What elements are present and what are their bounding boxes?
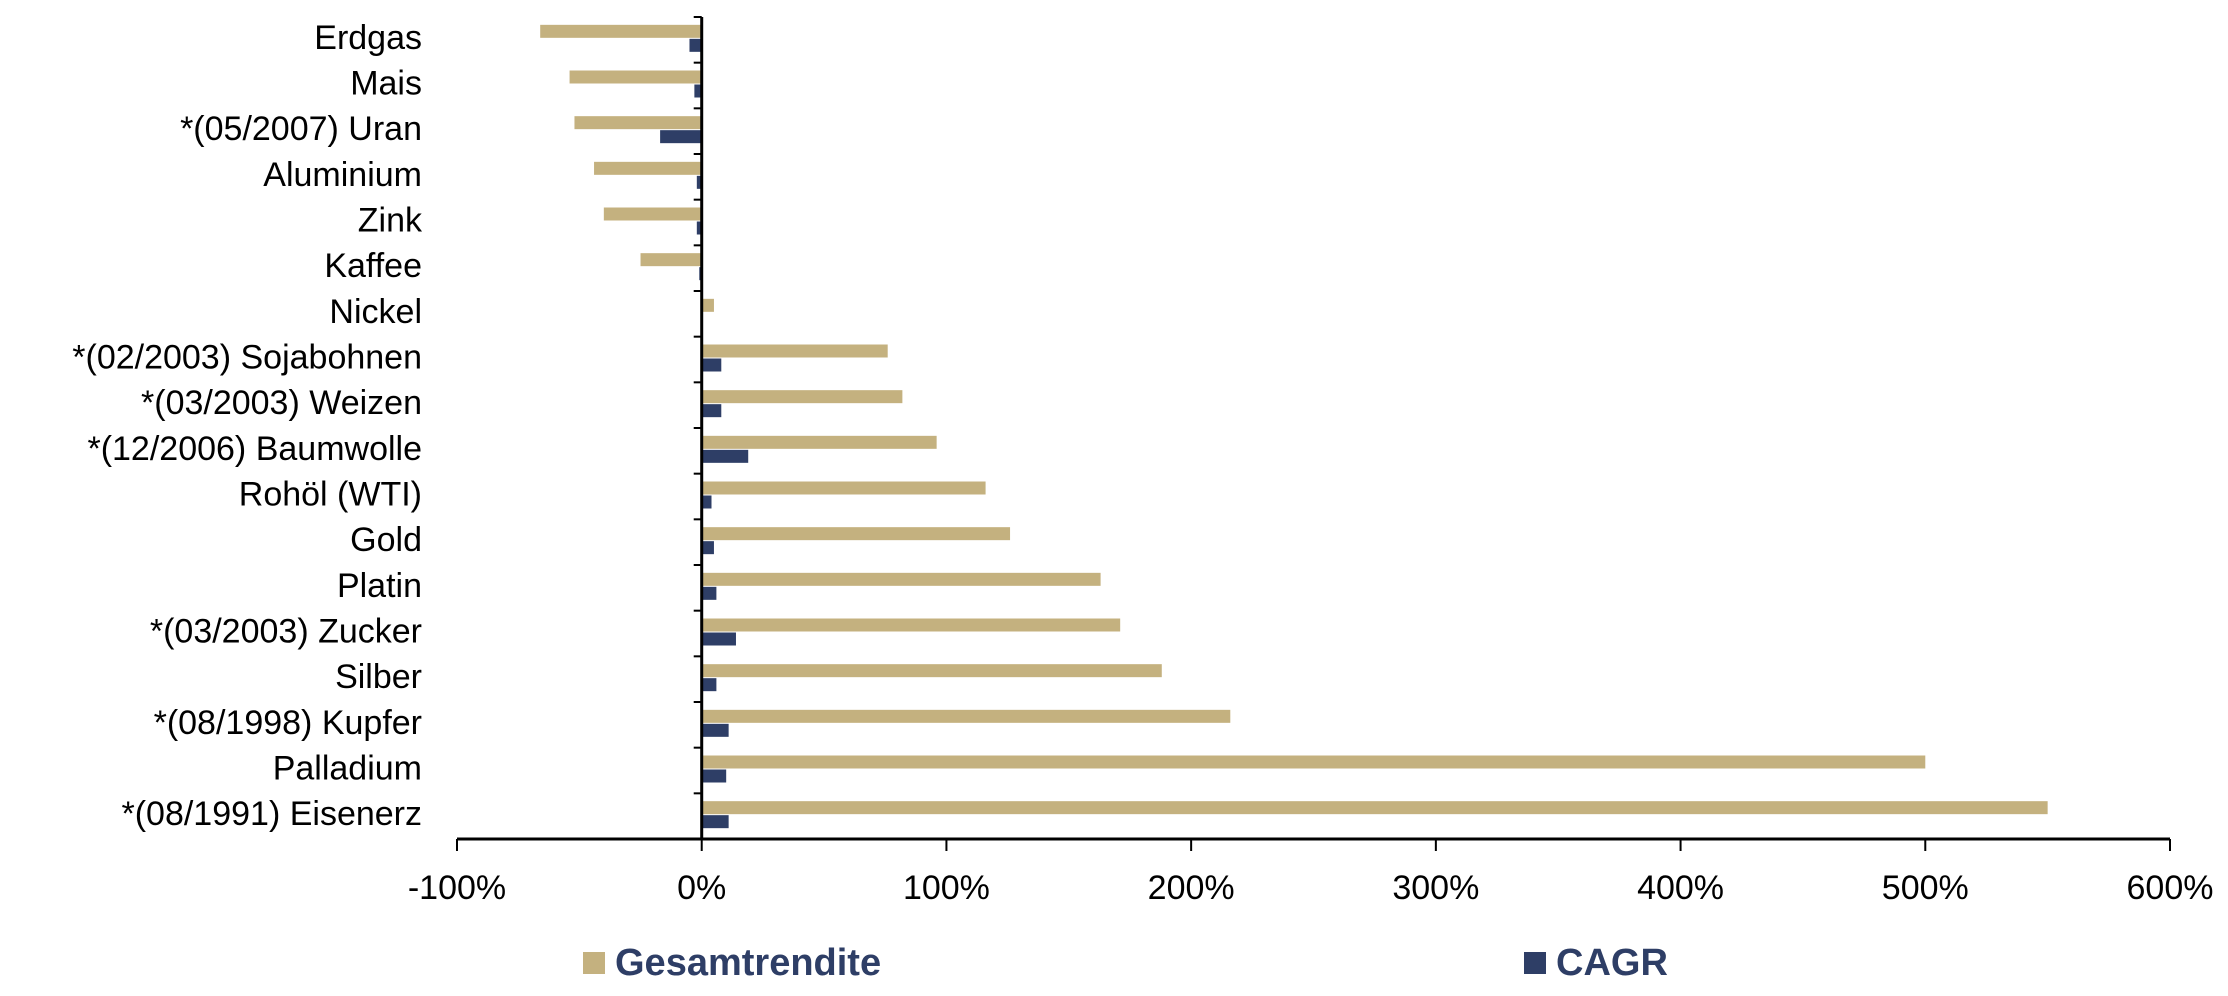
x-tick-label: 500% xyxy=(1882,869,1969,907)
bar xyxy=(574,116,702,130)
bar xyxy=(640,253,702,267)
bar xyxy=(569,70,702,84)
bar xyxy=(696,221,702,235)
legend-swatch xyxy=(1524,952,1546,974)
bar xyxy=(701,298,714,312)
category-label: *(05/2007) Uran xyxy=(180,110,422,148)
legend-swatch xyxy=(583,952,605,974)
bar xyxy=(594,161,702,175)
bar xyxy=(701,495,712,509)
x-tick-label: -100% xyxy=(408,869,506,907)
bar xyxy=(694,84,702,98)
category-label: Mais xyxy=(350,64,422,102)
category-label: Aluminium xyxy=(263,156,422,194)
category-label: *(02/2003) Sojabohnen xyxy=(72,338,422,376)
category-label: *(03/2003) Zucker xyxy=(150,612,422,650)
bar xyxy=(701,618,1121,632)
bar xyxy=(540,24,702,38)
x-tick-label: 200% xyxy=(1148,869,1235,907)
bar xyxy=(701,344,888,358)
x-tick-label: 600% xyxy=(2127,869,2214,907)
bar xyxy=(701,664,1162,678)
x-tick-label: 400% xyxy=(1637,869,1724,907)
x-tick-label: 0% xyxy=(677,869,726,907)
bar xyxy=(701,723,729,737)
bar xyxy=(701,435,937,449)
bar xyxy=(689,38,702,52)
legend-label: Gesamtrendite xyxy=(615,942,881,984)
bar xyxy=(660,130,702,144)
bar xyxy=(701,541,714,555)
category-label: *(08/1998) Kupfer xyxy=(154,704,422,742)
x-tick-label: 100% xyxy=(903,869,990,907)
bar xyxy=(701,481,986,495)
bar xyxy=(701,358,722,372)
bar xyxy=(701,527,1011,541)
category-label: Rohöl (WTI) xyxy=(239,475,422,513)
category-label: Silber xyxy=(335,658,422,696)
category-label: Gold xyxy=(350,521,422,559)
bar xyxy=(701,404,722,418)
category-label: Platin xyxy=(337,567,422,605)
bar xyxy=(701,390,903,404)
bar xyxy=(603,207,702,221)
bar xyxy=(701,572,1101,586)
bar xyxy=(701,755,1926,769)
category-label: *(12/2006) Baumwolle xyxy=(87,430,422,468)
bar xyxy=(696,175,702,189)
legend-label: CAGR xyxy=(1556,942,1668,984)
category-label: *(03/2003) Weizen xyxy=(141,384,422,422)
category-label: Palladium xyxy=(273,749,422,787)
bar xyxy=(701,815,729,829)
bar xyxy=(701,709,1231,723)
bar xyxy=(701,449,749,463)
category-label: Nickel xyxy=(329,293,422,331)
category-label: Zink xyxy=(358,201,423,239)
bar xyxy=(701,801,2048,815)
category-label: Kaffee xyxy=(324,247,422,285)
category-label: *(08/1991) Eisenerz xyxy=(121,795,422,833)
bar xyxy=(701,769,727,783)
bar xyxy=(701,678,717,692)
bar xyxy=(701,586,717,600)
x-tick-label: 300% xyxy=(1392,869,1479,907)
category-label: Erdgas xyxy=(314,19,422,57)
bar xyxy=(701,632,736,646)
